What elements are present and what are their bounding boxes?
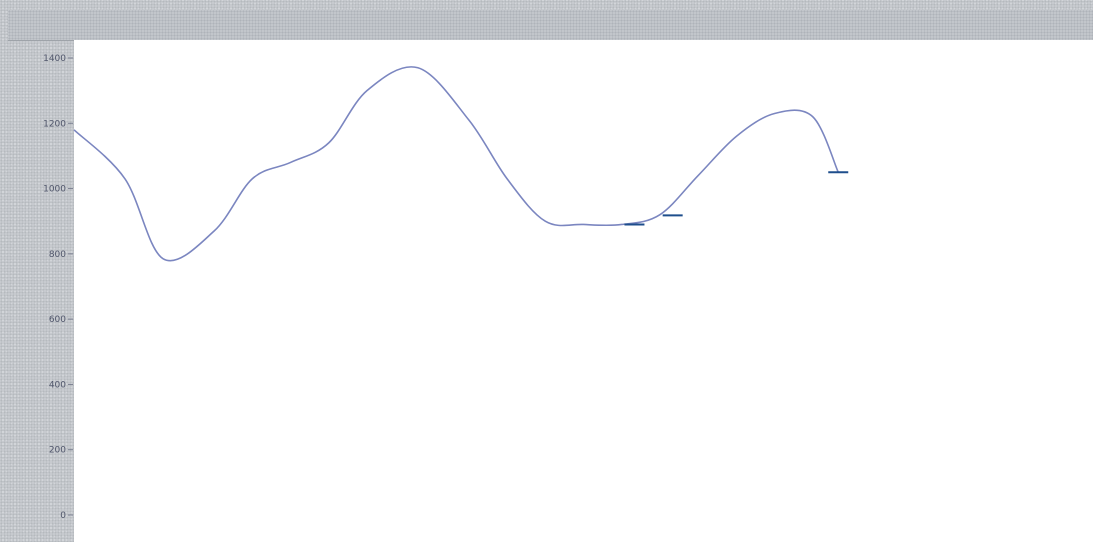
chart-title-bar <box>8 10 1093 41</box>
plot-area <box>74 40 1093 542</box>
y-tick-label: 1000 <box>43 185 66 195</box>
y-tick-label: 1200 <box>43 119 66 129</box>
y-tick-label: 200 <box>49 446 66 456</box>
y-tick-label: 1400 <box>43 54 66 64</box>
series-line <box>73 66 839 262</box>
y-tick-label: 400 <box>49 380 66 390</box>
y-tick-label: 800 <box>49 250 66 260</box>
series-layer <box>73 66 849 262</box>
y-tick-label: 600 <box>49 315 66 325</box>
y-axis: 0 200 400 600 800 1000 1200 1400 <box>43 54 73 521</box>
y-tick-label: 0 <box>60 511 66 521</box>
